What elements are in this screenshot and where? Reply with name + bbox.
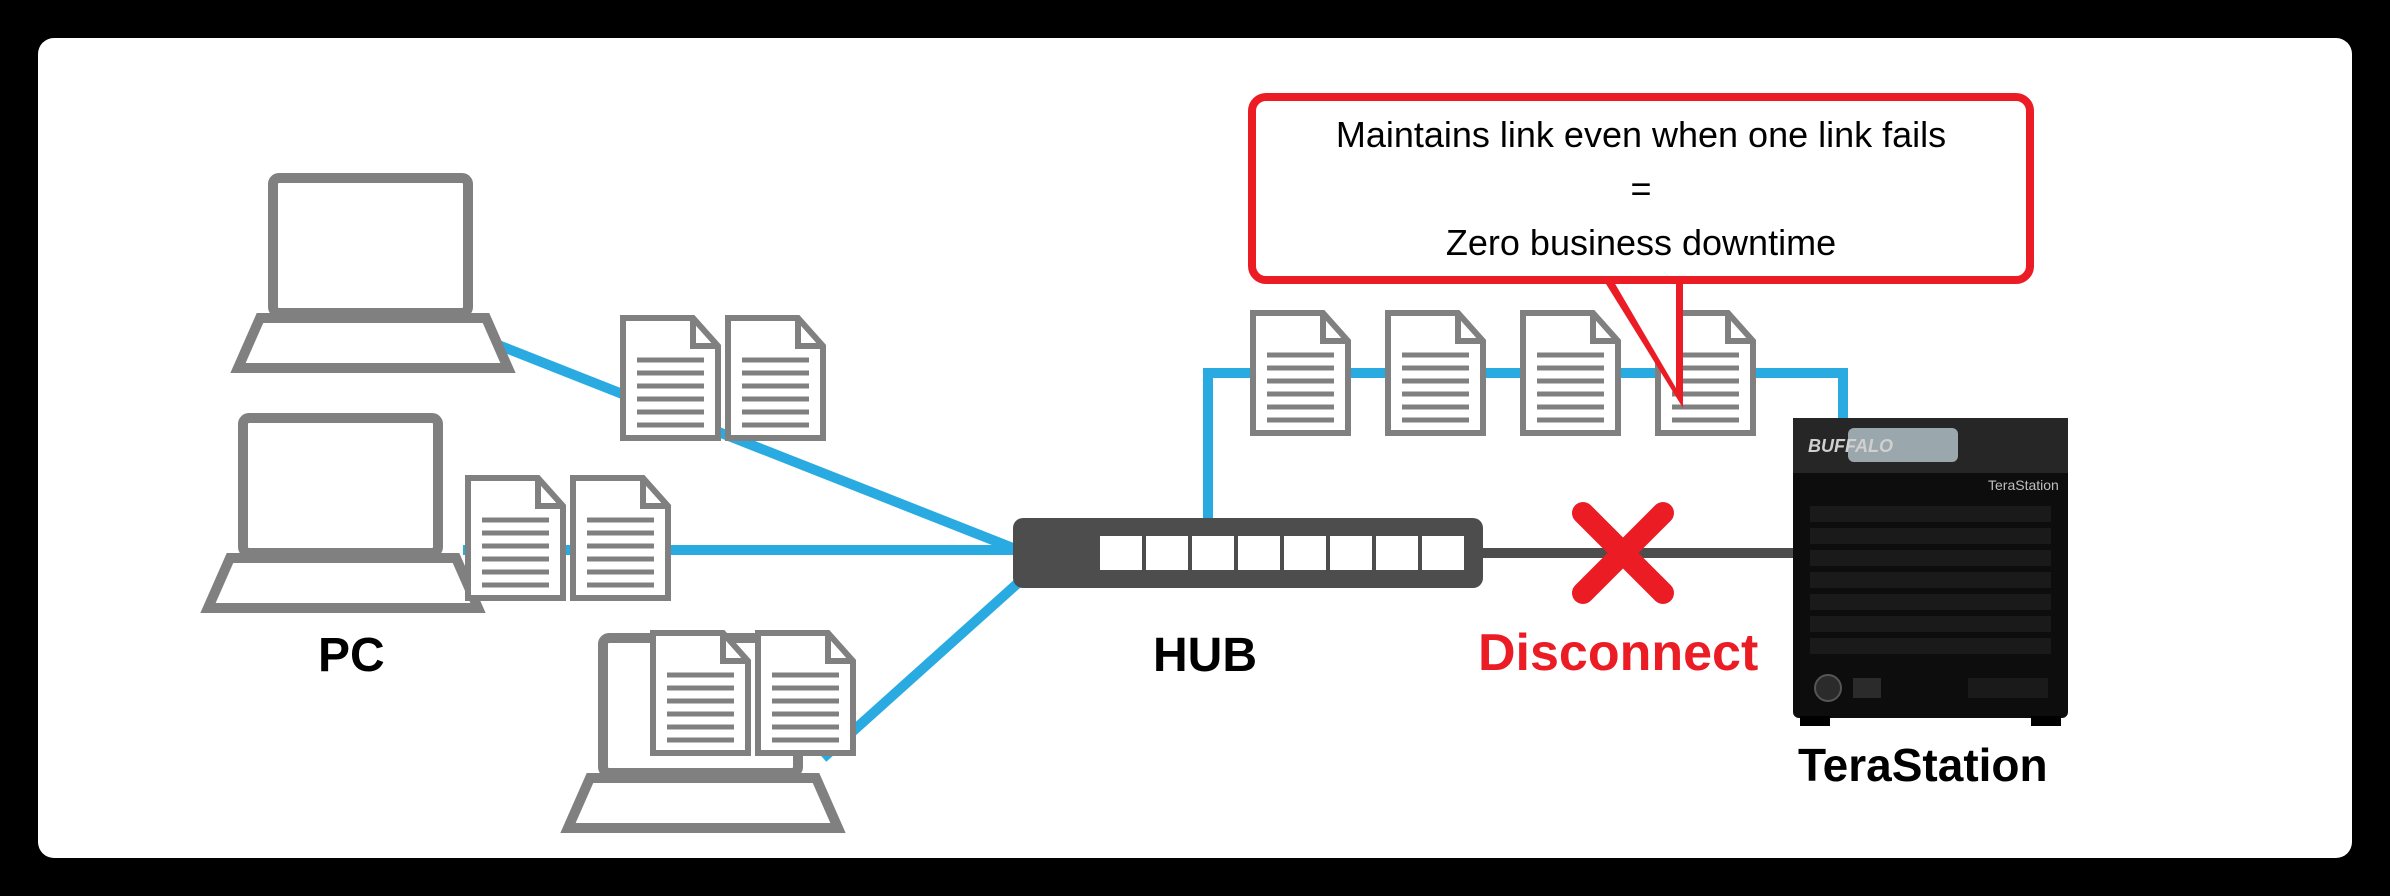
callout-line1: Maintains link even when one link fails <box>1336 108 1946 162</box>
terastation-label: TeraStation <box>1798 738 2048 792</box>
hub-icon <box>1013 518 1483 588</box>
callout-line2: = <box>1630 162 1651 216</box>
svg-text:TeraStation: TeraStation <box>1988 477 2059 493</box>
svg-text:BUFFALO: BUFFALO <box>1808 436 1893 456</box>
disconnect-label: Disconnect <box>1478 623 1758 683</box>
callout-box: Maintains link even when one link fails … <box>1248 93 2034 284</box>
terastation-icon: BUFFALO TeraStation <box>1793 418 2068 726</box>
callout-line3: Zero business downtime <box>1446 216 1836 270</box>
pc-label: PC <box>318 628 385 683</box>
hub-label: HUB <box>1153 628 1257 683</box>
